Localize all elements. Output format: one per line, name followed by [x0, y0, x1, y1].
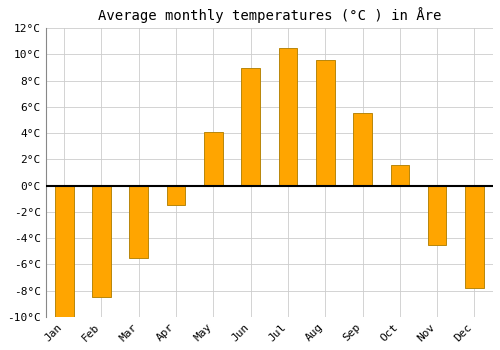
- Bar: [353, 113, 372, 186]
- Bar: [167, 186, 186, 205]
- Bar: [55, 186, 74, 317]
- Bar: [390, 164, 409, 186]
- Bar: [204, 132, 223, 186]
- Bar: [316, 60, 334, 186]
- Bar: [428, 186, 446, 245]
- Bar: [242, 68, 260, 186]
- Bar: [278, 48, 297, 186]
- Title: Average monthly temperatures (°C ) in Åre: Average monthly temperatures (°C ) in År…: [98, 7, 441, 23]
- Bar: [130, 186, 148, 258]
- Bar: [465, 186, 483, 288]
- Bar: [92, 186, 111, 297]
